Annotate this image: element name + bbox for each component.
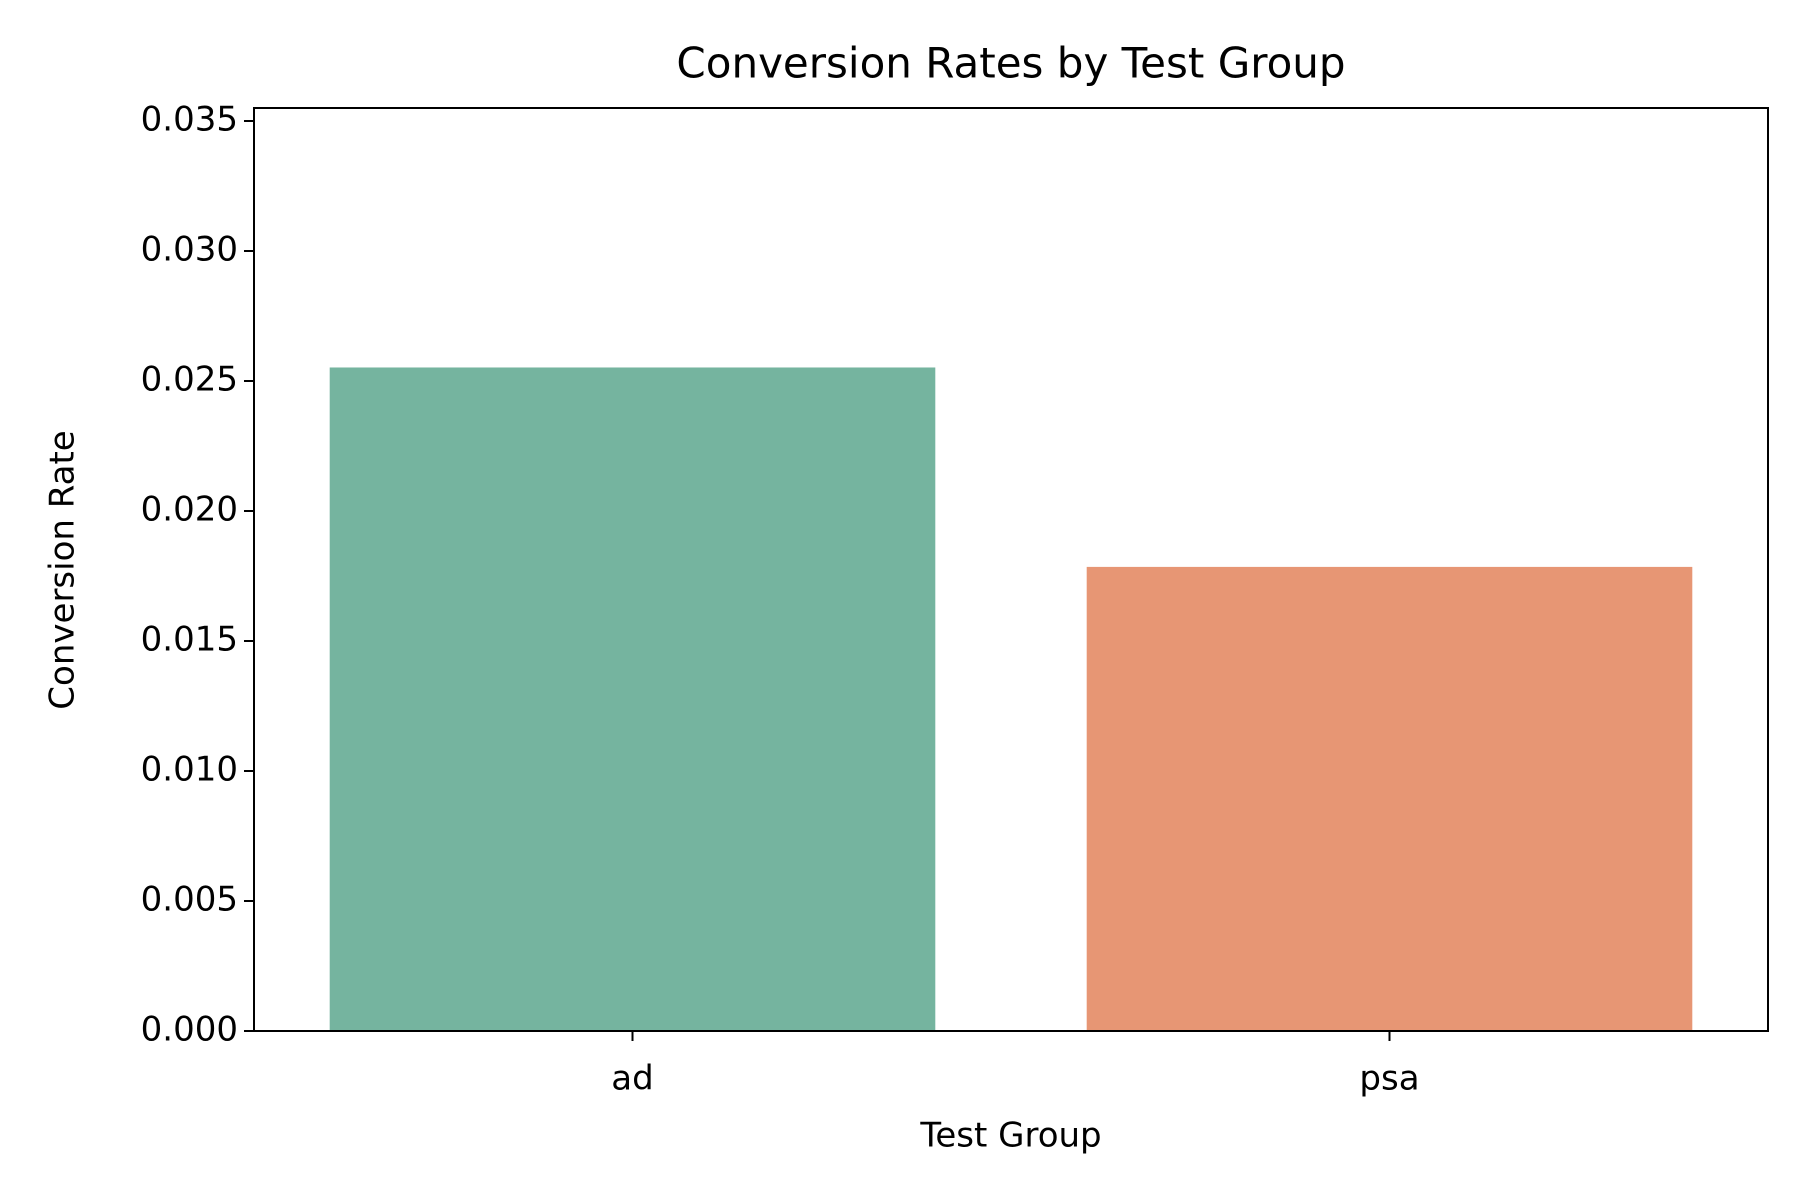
y-tick-label: 0.010 [141,750,238,790]
x-tick-label: psa [1359,1059,1419,1099]
y-tick-label: 0.035 [141,100,238,140]
x-tick-label: ad [611,1059,653,1099]
y-axis-label: Conversion Rate [43,430,83,709]
x-axis-label: Test Group [919,1116,1101,1156]
chart-title: Conversion Rates by Test Group [676,39,1345,88]
y-tick-label: 0.005 [141,880,238,920]
y-tick-label: 0.025 [141,360,238,400]
plot-frame [253,107,1769,1032]
y-tick-label: 0.000 [141,1010,238,1050]
bar [1086,566,1693,1031]
bar [329,367,936,1032]
y-tick-label: 0.015 [141,620,238,660]
y-tick-label: 0.030 [141,230,238,270]
y-tick-label: 0.020 [141,490,238,530]
